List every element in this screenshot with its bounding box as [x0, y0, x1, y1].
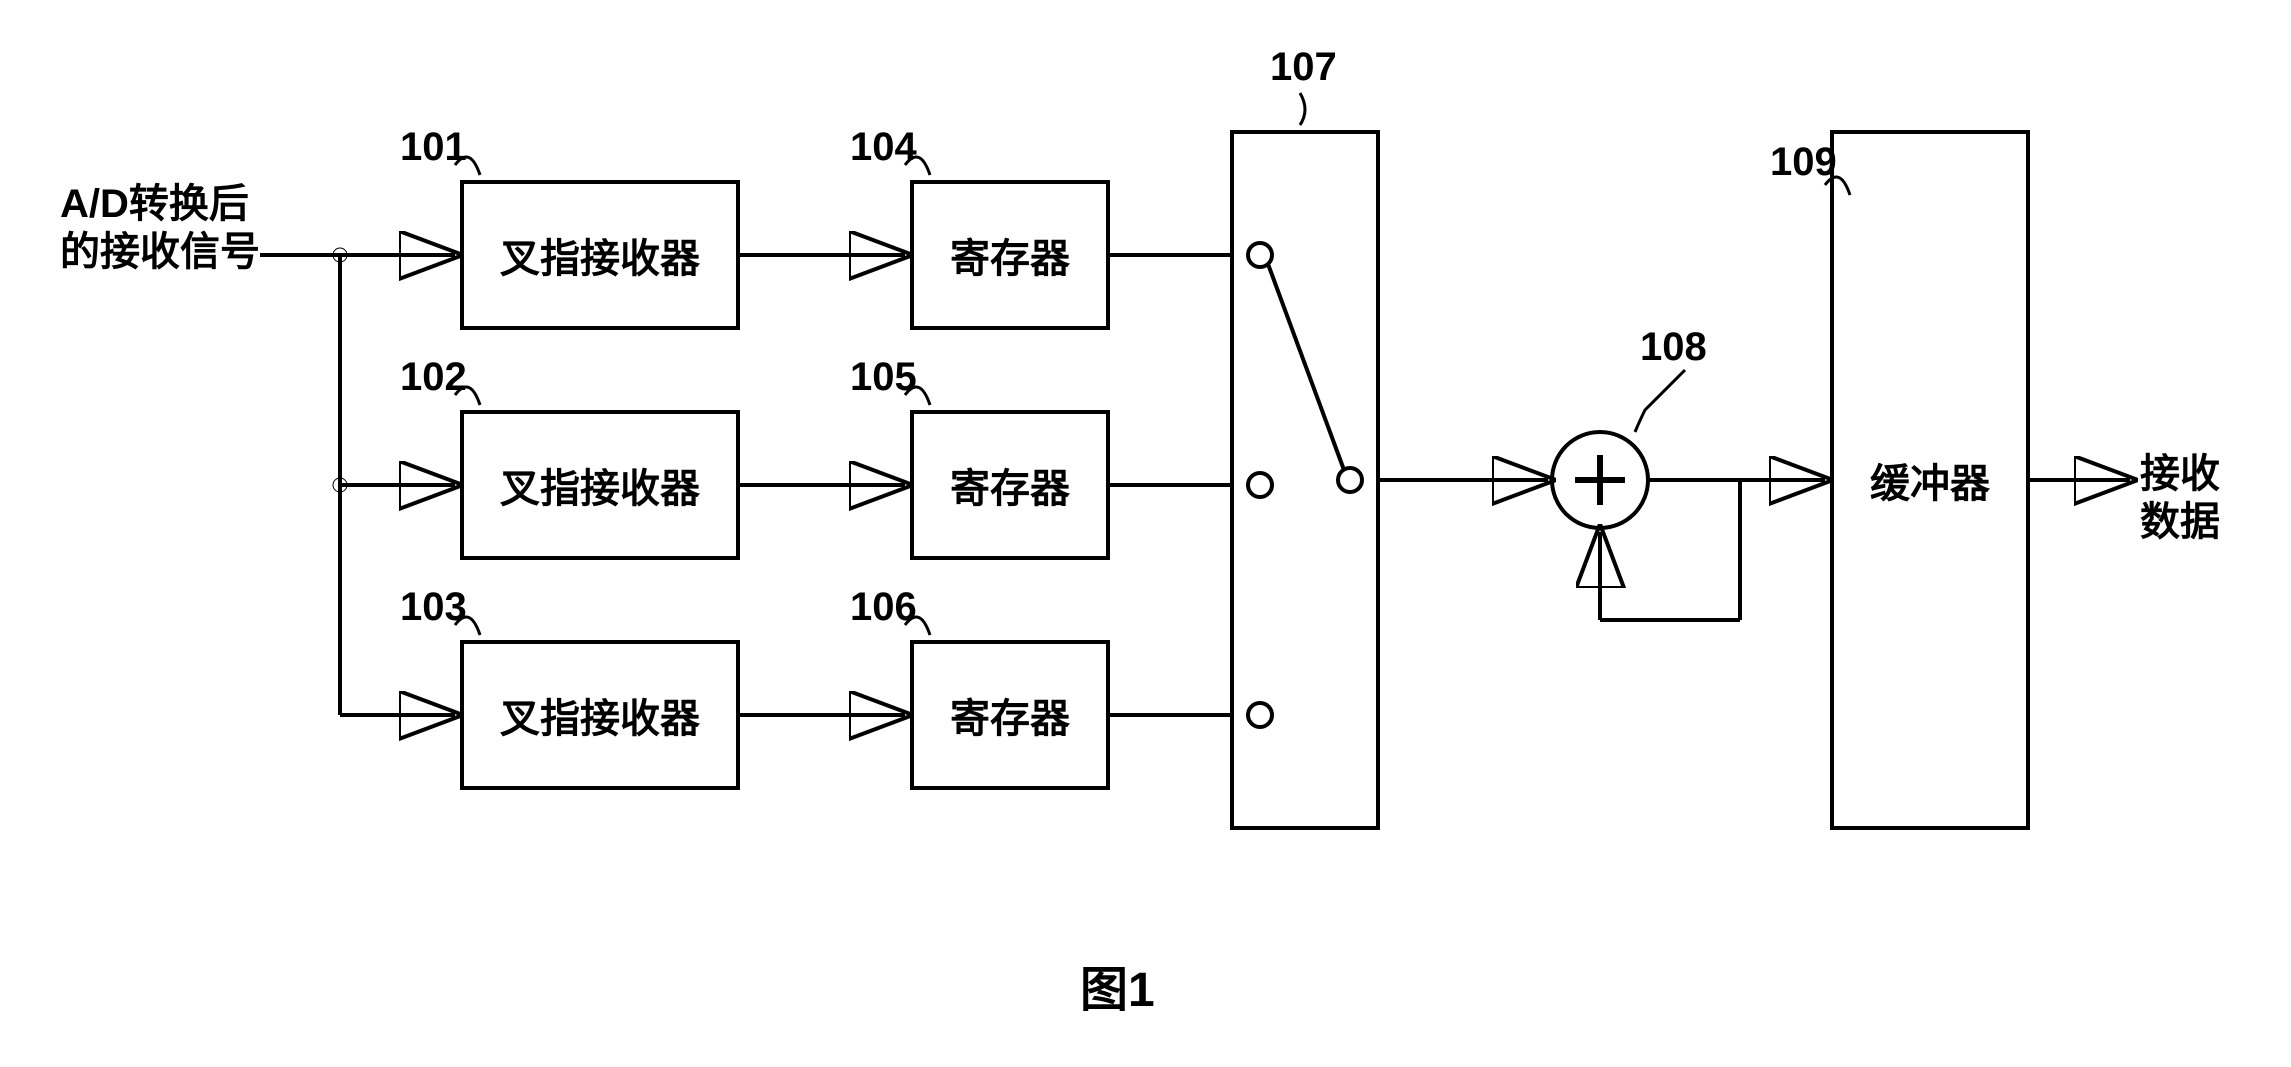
input-label: A/D转换后 的接收信号: [60, 180, 260, 276]
ref-101: 101: [400, 125, 467, 170]
finger-receiver-2-label: 叉指接收器: [500, 456, 700, 514]
input-label-line1: A/D转换后: [60, 180, 260, 228]
register-2-label: 寄存器: [950, 456, 1070, 514]
finger-receiver-1-label: 叉指接收器: [500, 226, 700, 284]
ref-109: 109: [1770, 140, 1837, 185]
selector-block: [1230, 130, 1380, 830]
output-label: 接收 数据: [2140, 450, 2220, 546]
ref-105: 105: [850, 355, 917, 400]
register-3: 寄存器: [910, 640, 1110, 790]
figure-caption: 图1: [1080, 950, 1155, 1020]
ref-103: 103: [400, 585, 467, 630]
ref-102: 102: [400, 355, 467, 400]
finger-receiver-3: 叉指接收器: [460, 640, 740, 790]
finger-receiver-3-label: 叉指接收器: [500, 686, 700, 744]
ref-108: 108: [1640, 325, 1707, 370]
register-2: 寄存器: [910, 410, 1110, 560]
buffer-block: 缓冲器: [1830, 130, 2030, 830]
output-label-line2: 数据: [2140, 498, 2220, 546]
register-3-label: 寄存器: [950, 686, 1070, 744]
output-label-line1: 接收: [2140, 450, 2220, 498]
register-1: 寄存器: [910, 180, 1110, 330]
ref-104: 104: [850, 125, 917, 170]
ref-106: 106: [850, 585, 917, 630]
input-label-line2: 的接收信号: [60, 228, 260, 276]
finger-receiver-2: 叉指接收器: [460, 410, 740, 560]
register-1-label: 寄存器: [950, 226, 1070, 284]
ref-107: 107: [1270, 45, 1337, 90]
buffer-label: 缓冲器: [1870, 451, 1990, 509]
finger-receiver-1: 叉指接收器: [460, 180, 740, 330]
